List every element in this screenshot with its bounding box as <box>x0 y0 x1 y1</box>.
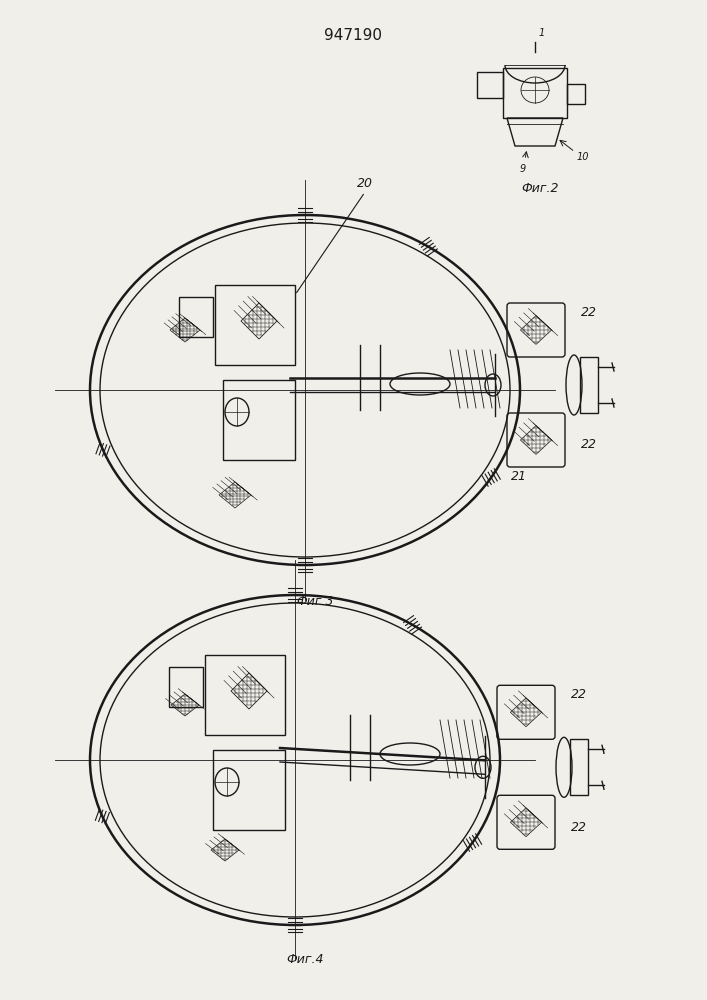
Text: 22: 22 <box>571 821 587 834</box>
Text: 22: 22 <box>581 306 597 318</box>
Text: 10: 10 <box>577 152 590 162</box>
Bar <box>213 750 285 830</box>
Bar <box>223 380 295 460</box>
Bar <box>169 667 203 707</box>
Text: 9: 9 <box>520 164 526 174</box>
Text: 947190: 947190 <box>324 28 382 43</box>
Bar <box>215 285 295 365</box>
Text: 1: 1 <box>539 28 545 38</box>
Text: Фиг.4: Фиг.4 <box>286 953 324 966</box>
Bar <box>179 297 213 337</box>
Text: 22: 22 <box>571 688 587 701</box>
Text: 20: 20 <box>357 177 373 190</box>
Bar <box>580 357 598 413</box>
Bar <box>567 84 585 104</box>
Bar <box>570 739 588 795</box>
Bar <box>205 655 285 735</box>
Bar <box>503 68 567 118</box>
Text: Фиг.2: Фиг.2 <box>521 182 559 195</box>
Text: 21: 21 <box>511 470 527 483</box>
Bar <box>477 72 503 98</box>
Text: Фиг.3: Фиг.3 <box>296 595 334 608</box>
Text: 22: 22 <box>581 438 597 452</box>
